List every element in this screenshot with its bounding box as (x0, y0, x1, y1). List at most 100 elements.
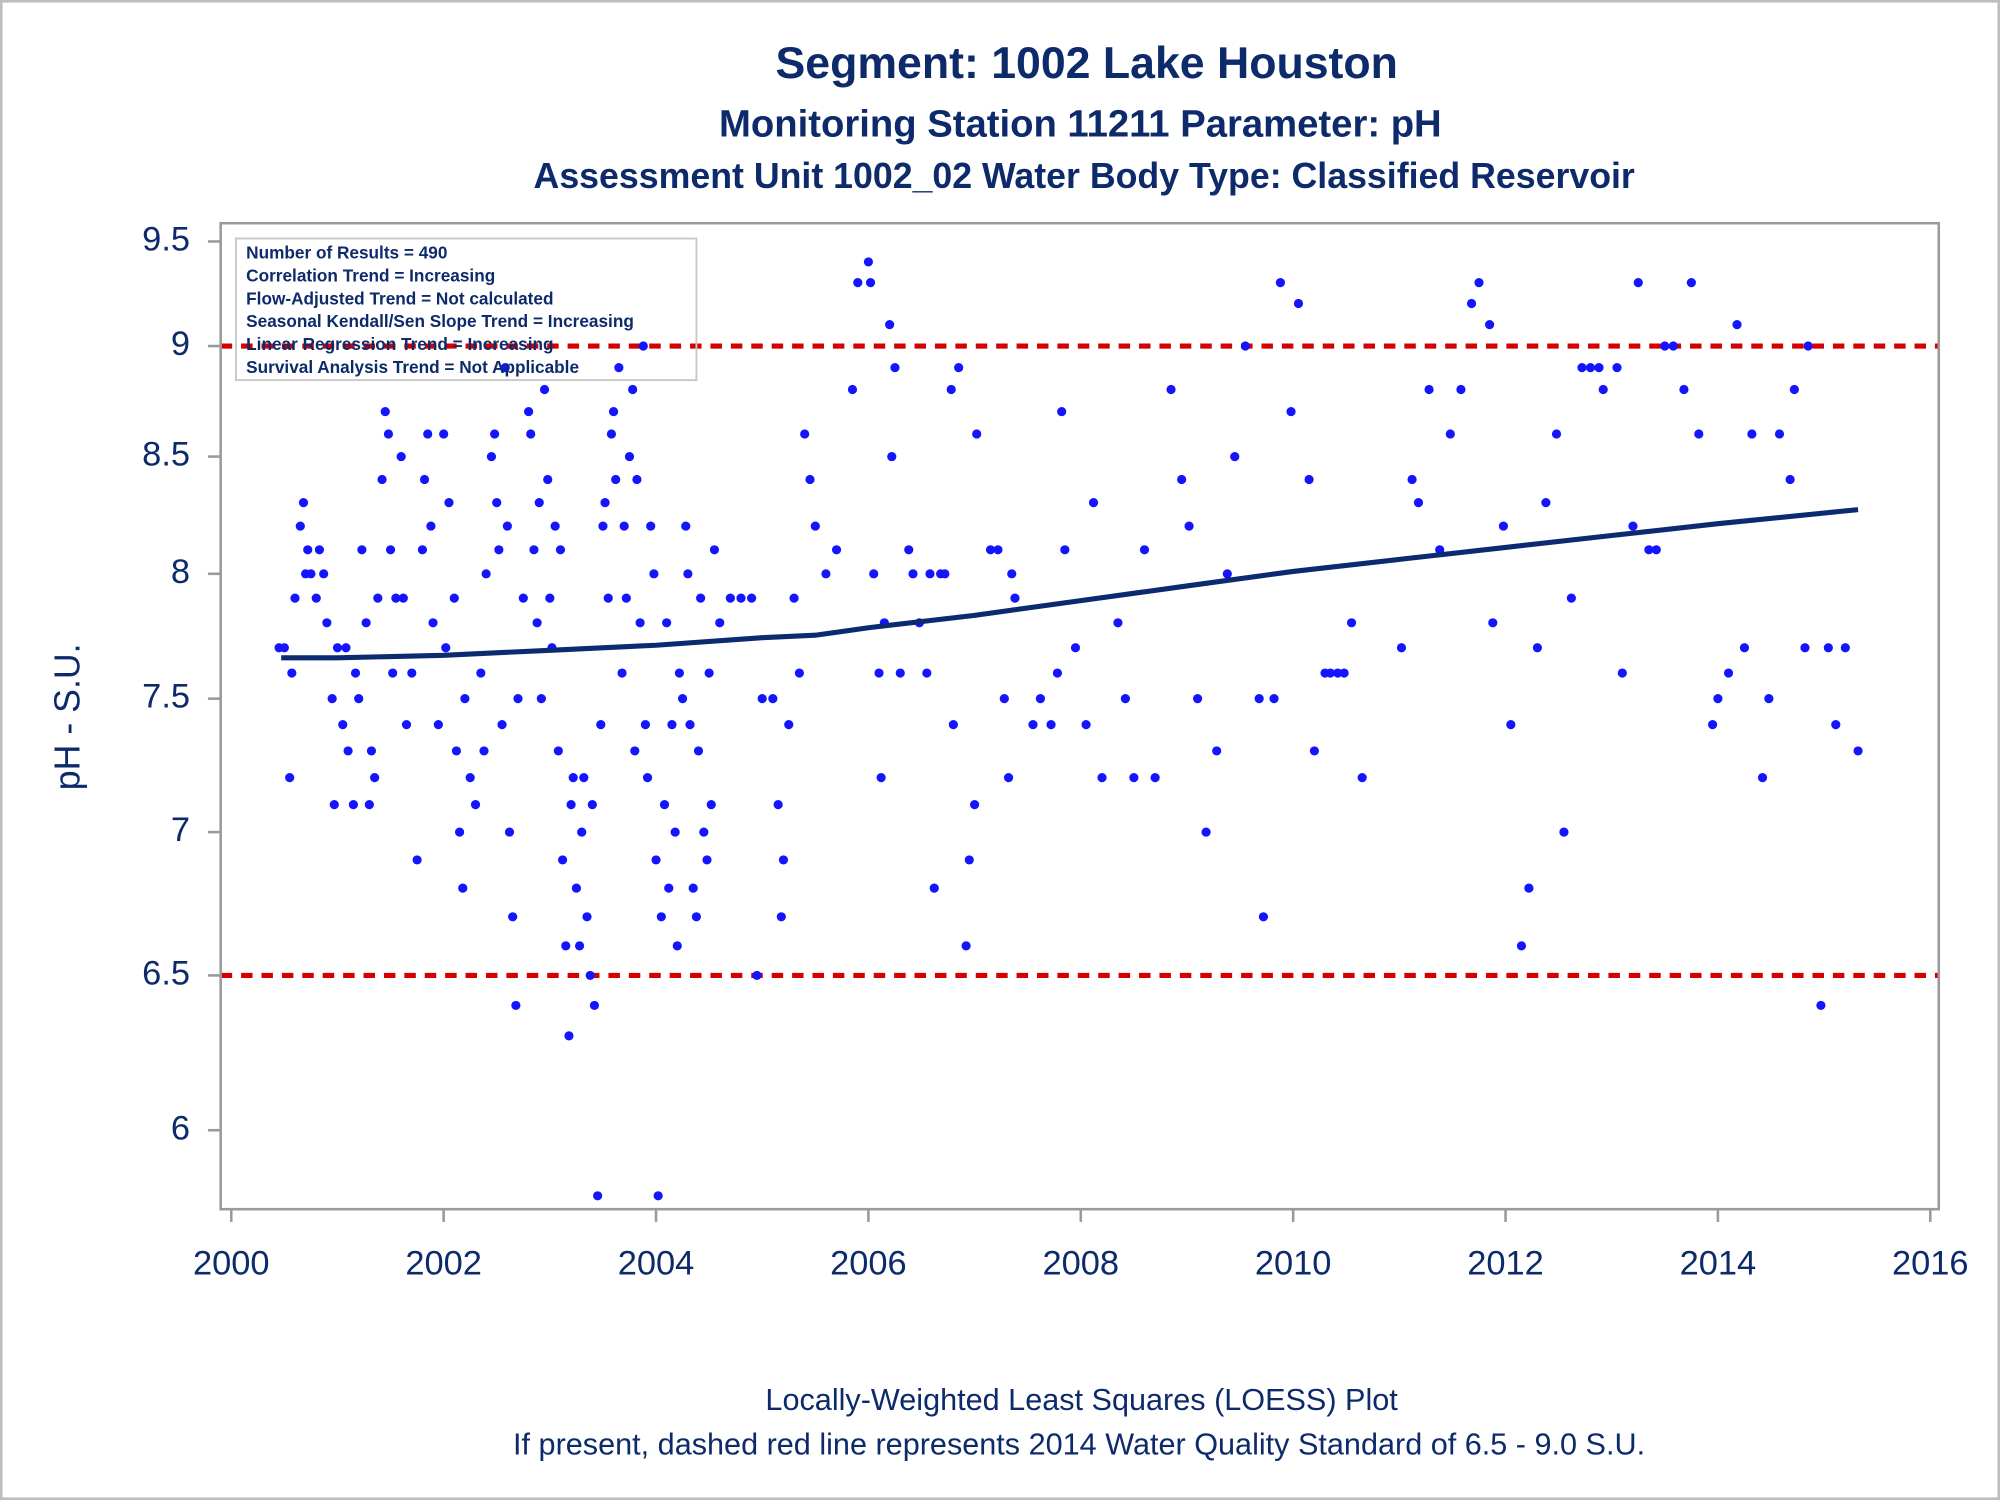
data-point (621, 593, 631, 603)
data-point (1598, 384, 1608, 395)
data-point (1333, 668, 1343, 678)
data-point (388, 668, 398, 678)
data-point (1166, 384, 1176, 395)
x-tick-label: 2000 (193, 1244, 270, 1282)
data-point (1286, 406, 1296, 417)
data-point (361, 618, 371, 628)
marks (220, 257, 1939, 1201)
data-point (794, 668, 804, 678)
data-point (476, 668, 486, 678)
data-point (1456, 384, 1466, 395)
data-point (1594, 363, 1604, 373)
stats-line: Seasonal Kendall/Sen Slope Trend = Incre… (246, 311, 634, 331)
data-point (338, 720, 348, 730)
data-point (773, 800, 783, 810)
data-point (1129, 773, 1139, 783)
data-point (946, 384, 956, 395)
data-point (1651, 545, 1661, 555)
data-point (1269, 694, 1279, 704)
data-point (377, 474, 387, 485)
data-point (1747, 429, 1757, 439)
data-point (407, 668, 417, 678)
data-point (603, 593, 613, 603)
data-point (1150, 773, 1160, 783)
y-tick-label: 8.5 (142, 436, 190, 474)
data-point (557, 855, 568, 865)
data-point (606, 429, 617, 439)
x-tick-label: 2010 (1255, 1244, 1332, 1282)
data-point (1184, 521, 1194, 531)
data-point (1035, 694, 1046, 704)
data-point (502, 521, 512, 531)
data-point (632, 474, 642, 485)
data-point (568, 773, 578, 783)
data-point (1407, 474, 1417, 485)
data-point (863, 257, 873, 267)
stats-line: Survival Analysis Trend = Not Applicable (246, 357, 579, 377)
data-point (1222, 569, 1232, 579)
data-point (685, 720, 695, 730)
data-point (1823, 643, 1833, 653)
data-point (646, 521, 656, 531)
data-point (1789, 384, 1799, 395)
data-point (904, 545, 914, 555)
data-point (497, 720, 507, 730)
data-point (908, 569, 918, 579)
data-point (874, 668, 884, 678)
data-point (1840, 643, 1850, 653)
data-point (656, 912, 666, 922)
data-point (504, 827, 515, 837)
data-point (311, 593, 321, 603)
data-point (524, 406, 534, 417)
data-point (810, 521, 820, 531)
data-point (481, 569, 491, 579)
data-point (1577, 363, 1587, 373)
data-point (1424, 384, 1434, 395)
data-point (1052, 668, 1063, 678)
data-point (929, 883, 939, 893)
chart-subtitle: Assessment Unit 1002_02 Water Body Type:… (534, 156, 1635, 196)
data-point (693, 746, 704, 756)
data-point (1628, 521, 1638, 531)
data-point (696, 593, 706, 603)
data-point (853, 278, 863, 288)
data-point (426, 521, 436, 531)
data-point (948, 720, 958, 730)
data-point (550, 521, 560, 531)
data-point (327, 694, 337, 704)
data-point (638, 341, 648, 351)
data-point (574, 941, 585, 951)
data-point (1853, 746, 1863, 756)
data-point (561, 941, 571, 951)
data-point (1612, 363, 1622, 373)
data-point (752, 970, 762, 981)
data-point (961, 941, 971, 951)
plot-frame (219, 221, 1941, 1211)
data-point (649, 569, 659, 579)
data-point (1644, 545, 1654, 555)
data-point (341, 643, 351, 653)
data-point (322, 618, 332, 628)
data-point (821, 569, 831, 579)
data-point (736, 593, 746, 603)
data-point (1732, 320, 1742, 330)
data-point (306, 569, 316, 579)
data-point (396, 451, 406, 462)
data-point (534, 498, 544, 508)
data-point (1474, 278, 1484, 288)
data-point (1139, 545, 1150, 555)
data-point (715, 618, 725, 628)
data-point (513, 694, 523, 704)
data-point (314, 545, 325, 555)
data-point (1559, 827, 1569, 837)
data-point (704, 668, 714, 678)
data-point (964, 855, 974, 865)
data-point (1120, 694, 1130, 704)
data-point (630, 746, 640, 756)
data-point (401, 720, 412, 730)
data-point (439, 429, 449, 439)
data-point (709, 545, 720, 555)
x-tick-label: 2006 (830, 1244, 907, 1282)
data-point (1516, 941, 1527, 951)
